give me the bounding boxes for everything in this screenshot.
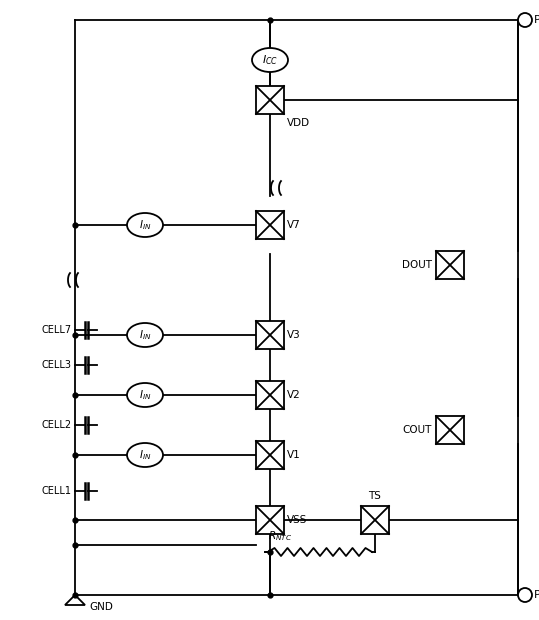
Text: $R_{NTC}$: $R_{NTC}$	[268, 529, 292, 543]
Bar	[256, 211, 284, 239]
Text: $I_{IN}$: $I_{IN}$	[139, 448, 151, 462]
Text: $I_{IN}$: $I_{IN}$	[139, 388, 151, 402]
Ellipse shape	[127, 383, 163, 407]
Circle shape	[518, 588, 532, 602]
Text: CELL2: CELL2	[42, 420, 72, 430]
Text: PACK-: PACK-	[534, 590, 539, 600]
Text: GND: GND	[89, 602, 113, 612]
Text: TS: TS	[369, 491, 382, 501]
Text: $I_{IN}$: $I_{IN}$	[139, 218, 151, 232]
Bar	[361, 506, 389, 534]
Bar	[256, 506, 284, 534]
Text: CELL3: CELL3	[42, 360, 72, 370]
Ellipse shape	[127, 323, 163, 347]
Text: VSS: VSS	[287, 515, 307, 525]
Ellipse shape	[127, 443, 163, 467]
Bar	[256, 321, 284, 349]
Bar	[436, 251, 464, 279]
Text: CELL1: CELL1	[42, 485, 72, 495]
Bar	[436, 416, 464, 444]
Ellipse shape	[252, 48, 288, 72]
Bar	[256, 86, 284, 114]
Text: COUT: COUT	[403, 425, 432, 435]
Text: V7: V7	[287, 220, 301, 230]
Text: V3: V3	[287, 330, 301, 340]
Text: V2: V2	[287, 390, 301, 400]
Text: VDD: VDD	[287, 118, 310, 128]
Bar	[256, 441, 284, 469]
Text: PACK+: PACK+	[534, 15, 539, 25]
Circle shape	[518, 13, 532, 27]
Ellipse shape	[127, 213, 163, 237]
Text: $I_{IN}$: $I_{IN}$	[139, 328, 151, 342]
Text: DOUT: DOUT	[402, 260, 432, 270]
Text: CELL7: CELL7	[42, 325, 72, 335]
Bar	[256, 381, 284, 409]
Text: V1: V1	[287, 450, 301, 460]
Text: $I_{CC}$: $I_{CC}$	[262, 53, 278, 67]
